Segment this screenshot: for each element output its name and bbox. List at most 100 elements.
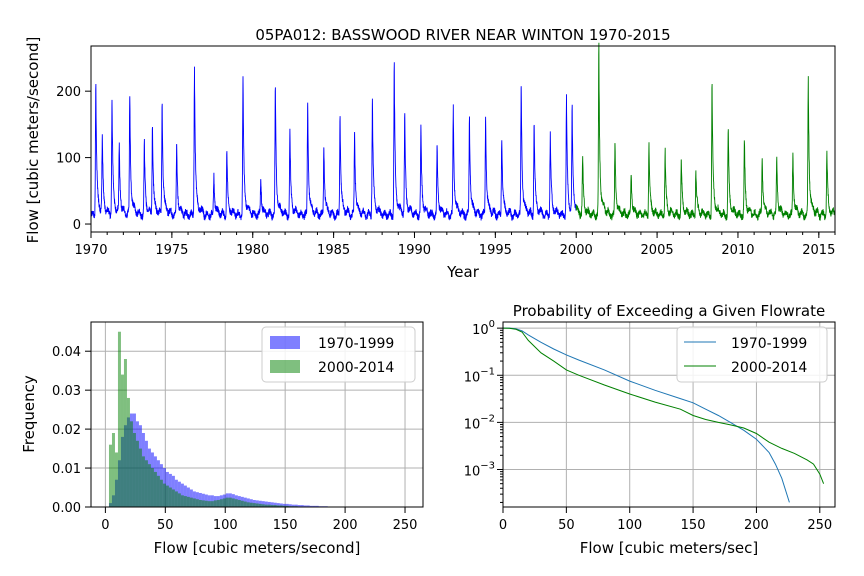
histogram-bar-1 <box>306 505 310 507</box>
timeseries-xtick-label: 2015 <box>802 243 835 258</box>
histogram-bar-1 <box>294 504 298 507</box>
timeseries-ytick-label: 0 <box>73 218 81 233</box>
histogram-bar-2 <box>150 468 154 507</box>
timeseries-title: 05PA012: BASSWOOD RIVER NEAR WINTON 1970… <box>255 26 670 44</box>
histogram-bar-2 <box>264 504 268 507</box>
exceedance-xtick-label: 0 <box>499 518 507 533</box>
histogram-bar-1 <box>297 505 301 507</box>
histogram-bar-2 <box>198 499 202 507</box>
histogram-bar-1 <box>309 505 313 507</box>
histogram-bar-2 <box>267 504 271 507</box>
histogram-bar-1 <box>312 505 316 507</box>
histogram-bar-1 <box>303 505 307 507</box>
histogram-bars <box>108 331 409 507</box>
exceedance-panel: Probability of Exceeding a Given Flowrat… <box>464 302 836 557</box>
exceedance-line-1 <box>503 327 790 503</box>
histogram-bar-2 <box>108 444 112 507</box>
timeseries-line-1 <box>90 62 577 222</box>
exceedance-xtick-label: 100 <box>617 518 642 533</box>
exceedance-line-2 <box>502 327 825 484</box>
histogram-axes: 0 50 100 150 200 250 0.00 0.01 0.02 0.03 0.04 <box>52 345 417 533</box>
timeseries-ytick-label: 100 <box>56 152 81 167</box>
timeseries-xtick-label: 2005 <box>641 243 674 258</box>
histogram-bar-2 <box>195 499 199 507</box>
histogram-bar-2 <box>123 359 127 507</box>
timeseries-xtick-label: 1995 <box>479 243 512 258</box>
histogram-bar-2 <box>204 500 208 507</box>
histogram-bar-1 <box>315 505 319 507</box>
exceedance-title: Probability of Exceeding a Given Flowrat… <box>513 302 825 320</box>
exceedance-legend-label-2: 2000-2014 <box>731 360 807 376</box>
timeseries-line-2 <box>575 42 836 221</box>
histogram-bar-1 <box>270 502 274 507</box>
histogram-bar-2 <box>186 496 190 507</box>
exceedance-frame <box>502 321 836 508</box>
histogram-bar-2 <box>270 505 274 507</box>
histogram-bar-2 <box>171 489 175 507</box>
histogram-ytick-label: 0.00 <box>52 501 81 516</box>
histogram-bar-2 <box>273 505 277 507</box>
histogram-bar-1 <box>282 503 286 507</box>
histogram-bar-2 <box>255 503 259 507</box>
histogram-legend-swatch-1 <box>270 336 300 349</box>
histogram-bar-2 <box>138 448 142 507</box>
histogram-legend-box <box>261 326 416 383</box>
histogram-bar-2 <box>117 331 121 507</box>
exceedance-ytick-label: 10−1 <box>464 366 495 385</box>
timeseries-xlabel: Year <box>446 263 480 281</box>
histogram-xlabel: Flow [cubic meters/second] <box>154 539 361 557</box>
histogram-bar-2 <box>282 505 286 507</box>
exceedance-axes: 0 50 100 150 200 250 100 10−1 10−2 10−3 <box>464 319 833 533</box>
histogram-xtick-label: 150 <box>273 518 298 533</box>
histogram-bar-2 <box>111 433 115 507</box>
histogram-bar-2 <box>261 504 265 507</box>
histogram-bar-2 <box>246 502 250 507</box>
histogram-bar-1 <box>291 504 295 507</box>
histogram-bar-2 <box>141 456 145 507</box>
histogram-bar-2 <box>162 483 166 507</box>
timeseries-lines <box>90 42 836 222</box>
timeseries-xtick-label: 2000 <box>560 243 593 258</box>
histogram-bar-2 <box>126 397 130 507</box>
timeseries-xtick-label: 1970 <box>74 243 107 258</box>
timeseries-xtick-label: 1980 <box>236 243 269 258</box>
histogram-bar-1 <box>273 502 277 507</box>
histogram-ytick-label: 0.03 <box>52 384 81 399</box>
histogram-bar-2 <box>156 475 160 507</box>
histogram-bar-1 <box>261 501 265 507</box>
histogram-bar-2 <box>144 460 148 507</box>
histogram-bar-2 <box>216 499 220 507</box>
histogram-bar-2 <box>165 485 169 507</box>
histogram-legend: 1970-1999 2000-2014 <box>261 326 416 383</box>
timeseries-ylabel: Flow [cubic meters/second] <box>24 37 42 244</box>
histogram-bar-2 <box>222 498 226 507</box>
timeseries-xtick-label: 2010 <box>721 243 754 258</box>
histogram-bar-2 <box>213 500 217 507</box>
histogram-bar-2 <box>120 374 124 507</box>
histogram-bar-2 <box>183 496 187 507</box>
histogram-bar-2 <box>147 464 151 507</box>
timeseries-ytick-label: 200 <box>56 85 81 100</box>
exceedance-legend: 1970-1999 2000-2014 <box>676 326 828 383</box>
histogram-bar-2 <box>258 503 262 507</box>
histogram-bar-2 <box>207 501 211 507</box>
histogram-bar-2 <box>189 497 193 507</box>
histogram-bar-1 <box>279 503 283 507</box>
histogram-xtick-label: 0 <box>101 518 109 533</box>
histogram-bar-2 <box>135 440 139 507</box>
histogram-bar-2 <box>132 433 136 507</box>
histogram-xtick-label: 200 <box>333 518 358 533</box>
histogram-bar-1 <box>288 504 292 507</box>
histogram-bar-2 <box>237 499 241 507</box>
histogram-bar-2 <box>219 499 223 507</box>
histogram-bar-2 <box>180 495 184 507</box>
histogram-bar-2 <box>174 491 178 507</box>
exceedance-legend-box <box>676 326 828 383</box>
exceedance-xtick-label: 200 <box>744 518 769 533</box>
histogram-bar-2 <box>225 497 229 507</box>
histogram-xtick-label: 250 <box>393 518 418 533</box>
histogram-panel: 0 50 100 150 200 250 0.00 0.01 0.02 0.03 0.04 Flow… <box>20 321 424 557</box>
histogram-bar-2 <box>192 498 196 507</box>
histogram-bar-2 <box>276 505 280 507</box>
